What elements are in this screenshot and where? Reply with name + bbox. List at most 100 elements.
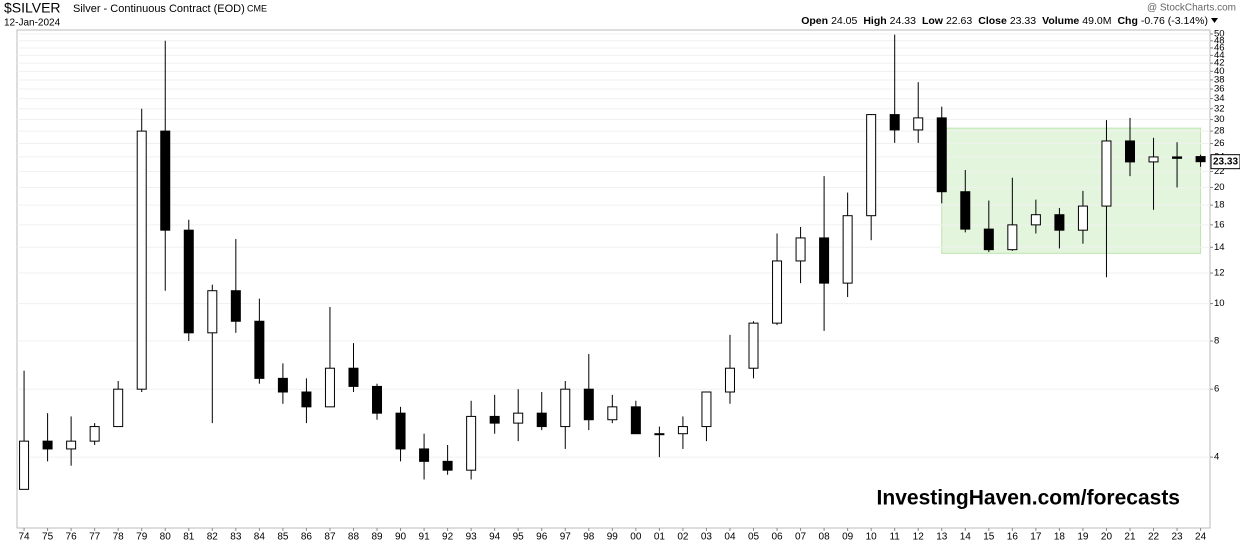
- last-price-box: [1210, 154, 1240, 170]
- candle-body: [348, 367, 359, 387]
- x-tick-label: 21: [1124, 532, 1136, 543]
- candle-body: [607, 406, 618, 421]
- candle-body: [372, 385, 383, 414]
- x-tick-label: 14: [960, 532, 972, 543]
- x-tick-label: 03: [701, 532, 713, 543]
- candle-body: [254, 320, 265, 379]
- y-tick-label: 6: [1214, 384, 1219, 395]
- quote-value: 49.0M: [1082, 15, 1111, 27]
- candle-body: [230, 290, 241, 322]
- candle-body: [560, 388, 571, 428]
- x-tick-label: 89: [371, 532, 383, 543]
- x-tick-label: 87: [324, 532, 336, 543]
- y-tick-label: 32: [1214, 103, 1225, 114]
- candle-body: [1054, 214, 1065, 231]
- y-tick-label: 12: [1214, 268, 1225, 279]
- y-tick-label: 8: [1214, 336, 1219, 347]
- candle-body: [66, 440, 77, 450]
- x-tick-label: 09: [842, 532, 854, 543]
- quote-label: High: [863, 15, 886, 27]
- y-tick-label: 18: [1214, 200, 1225, 211]
- candle-body: [489, 415, 500, 424]
- y-tick-label: 50: [1214, 28, 1225, 39]
- candle-body: [1148, 156, 1159, 163]
- symbol: $SILVER: [4, 0, 61, 16]
- candle-body: [1030, 214, 1041, 226]
- y-tick-label: 4: [1214, 452, 1219, 463]
- x-tick-label: 88: [348, 532, 360, 543]
- quote-value: 24.05: [831, 15, 857, 27]
- candle-body: [654, 433, 665, 436]
- candle-body: [724, 367, 735, 393]
- x-tick-label: 10: [866, 532, 878, 543]
- x-tick-label: 91: [419, 532, 431, 543]
- candle-body: [913, 117, 924, 131]
- candle-body: [1172, 156, 1183, 159]
- x-tick-label: 96: [536, 532, 548, 543]
- last-price-label: 23.33: [1213, 156, 1238, 167]
- candle-body: [207, 290, 218, 334]
- x-tick-label: 76: [66, 532, 78, 543]
- quote-line: Open 24.05 High 24.33 Low 22.63 Close 23.33 Volu…: [801, 15, 1208, 27]
- candle-body: [42, 440, 53, 450]
- x-tick-label: 15: [983, 532, 995, 543]
- candle-body: [677, 426, 688, 435]
- source: @ StockCharts.com: [1147, 3, 1236, 14]
- candle-body: [442, 460, 453, 471]
- candle-body: [1007, 224, 1018, 251]
- x-tick-label: 84: [254, 532, 266, 543]
- x-tick-label: 94: [489, 532, 501, 543]
- candle-body: [183, 229, 194, 334]
- x-tick-label: 82: [207, 532, 219, 543]
- x-tick-label: 22: [1148, 532, 1160, 543]
- x-tick-label: 07: [795, 532, 807, 543]
- y-tick-label: 38: [1214, 74, 1225, 85]
- y-tick-label: 42: [1214, 58, 1225, 69]
- candle-body: [395, 412, 406, 450]
- candle-body: [466, 415, 477, 471]
- y-tick-label: 34: [1214, 93, 1225, 104]
- candle-body: [301, 391, 312, 408]
- x-tick-label: 78: [113, 532, 125, 543]
- y-tick-label: 10: [1214, 298, 1225, 309]
- quote-value: 24.33: [890, 15, 916, 27]
- y-tick-label: 14: [1214, 242, 1225, 253]
- candle-body: [113, 388, 124, 428]
- x-tick-label: 92: [442, 532, 454, 543]
- x-tick-label: 20: [1101, 532, 1113, 543]
- y-tick-label: 28: [1214, 126, 1225, 137]
- x-tick-label: 11: [889, 532, 900, 543]
- x-tick-label: 98: [583, 532, 595, 543]
- x-tick-label: 90: [395, 532, 407, 543]
- candle-body: [1124, 140, 1135, 163]
- candle-body: [1101, 140, 1112, 207]
- x-tick-label: 75: [42, 532, 54, 543]
- quote-value: 23.33: [1010, 15, 1036, 27]
- y-tick-label: 36: [1214, 84, 1225, 95]
- y-tick-label: 22: [1214, 166, 1225, 177]
- x-tick-label: 77: [89, 532, 101, 543]
- y-tick-label: 16: [1214, 219, 1225, 230]
- candle-body: [701, 391, 712, 428]
- x-tick-label: 05: [748, 532, 760, 543]
- candle-body: [583, 388, 594, 421]
- x-tick-label: 00: [630, 532, 642, 543]
- x-tick-label: 74: [18, 532, 30, 543]
- plot-frame: [16, 29, 1211, 529]
- menu-arrow: [1211, 18, 1218, 23]
- x-tick-label: 97: [560, 532, 572, 543]
- candle-body: [19, 440, 30, 490]
- candle-body: [983, 228, 994, 251]
- x-tick-label: 23: [1171, 532, 1183, 543]
- x-tick-label: 12: [913, 532, 925, 543]
- y-tick-label: 46: [1214, 42, 1225, 53]
- candle-body: [819, 237, 830, 284]
- candle-body: [160, 130, 171, 231]
- date: 12-Jan-2024: [4, 18, 61, 29]
- x-tick-label: 04: [724, 532, 736, 543]
- y-tick-label: 20: [1214, 182, 1225, 193]
- x-tick-label: 99: [607, 532, 619, 543]
- candle-body: [324, 367, 335, 408]
- candle-body: [772, 260, 783, 324]
